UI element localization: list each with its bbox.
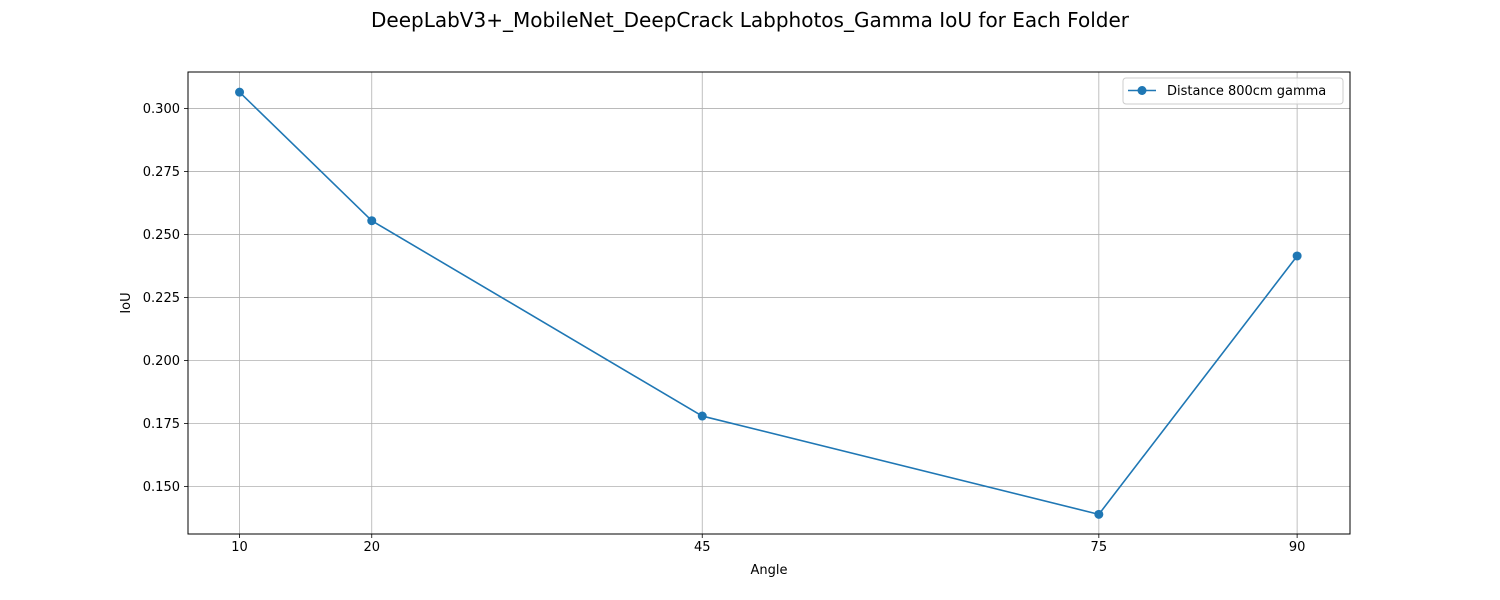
y-tick-label: 0.275 [143,165,180,180]
y-tick-label: 0.300 [143,102,180,117]
legend: Distance 800cm gamma [1122,77,1344,105]
plot-frame [187,71,1351,535]
data-point [1292,251,1302,261]
x-tick-label: 90 [1289,540,1306,555]
y-axis-label: IoU [119,292,134,313]
data-point [1094,509,1104,519]
y-tick-label: 0.225 [143,291,180,306]
legend-marker [1137,86,1147,95]
x-tick-label: 75 [1091,540,1108,555]
chart-title: DeepLabV3+_MobileNet_DeepCrack Labphotos… [370,8,1129,32]
series-line [238,91,1298,516]
y-axis-ticks: 0.150 0.175 0.200 0.225 0.250 0.275 0.300 [143,102,188,495]
data-point [235,87,245,97]
x-tick-label: 10 [231,540,248,555]
data-point [697,411,707,421]
y-tick-label: 0.250 [143,228,180,243]
data-point [367,216,377,226]
x-tick-label: 20 [363,540,380,555]
legend-box [1122,77,1344,105]
x-tick-label: 45 [694,540,711,555]
y-tick-label: 0.200 [143,354,180,369]
x-axis-label: Angle [751,563,788,578]
grid-lines [188,72,1350,534]
y-tick-label: 0.150 [143,480,180,495]
series-layer [235,87,1302,519]
legend-entry-label: Distance 800cm gamma [1167,84,1326,99]
x-axis-ticks: 10 20 45 75 90 [231,534,1305,555]
y-tick-label: 0.175 [143,417,180,432]
